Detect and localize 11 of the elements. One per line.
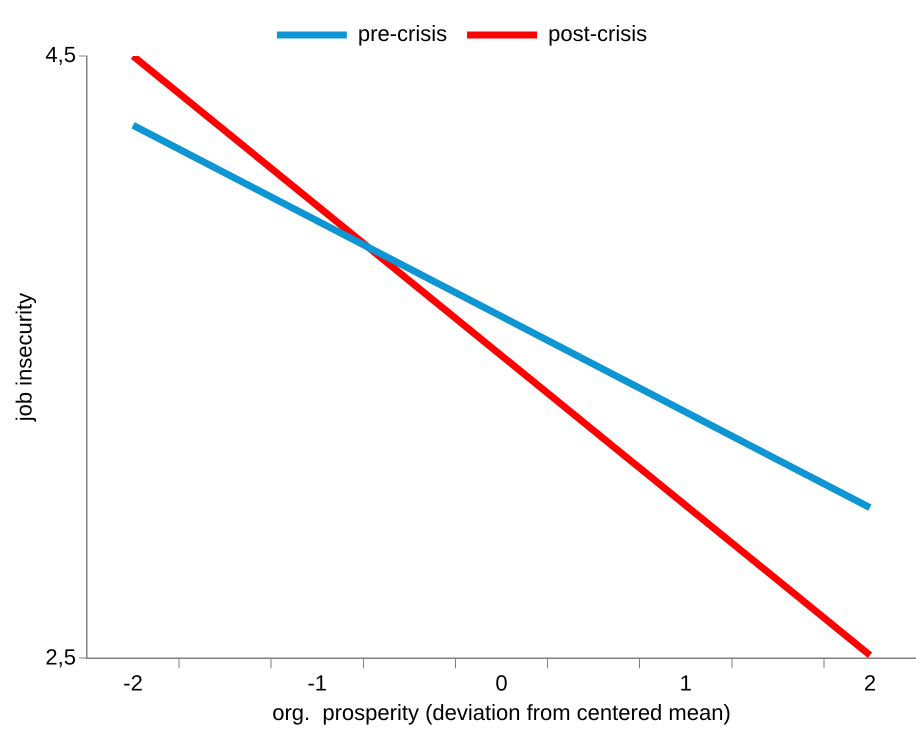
legend-label: pre-crisis — [358, 21, 448, 46]
y-tick-label: 2,5 — [45, 644, 76, 670]
x-tick-label: 2 — [864, 670, 876, 696]
x-tick-label: 0 — [495, 670, 508, 696]
x-tick-label: 1 — [680, 670, 692, 696]
y-axis-title: job insecurity — [11, 292, 36, 422]
x-tick-label: -1 — [307, 670, 328, 696]
legend-label: post-crisis — [548, 21, 648, 46]
x-tick-label: -2 — [123, 670, 143, 696]
y-tick-label: 4,5 — [45, 42, 76, 68]
x-axis-title: org. prosperity (deviation from centered mean) — [272, 700, 731, 725]
